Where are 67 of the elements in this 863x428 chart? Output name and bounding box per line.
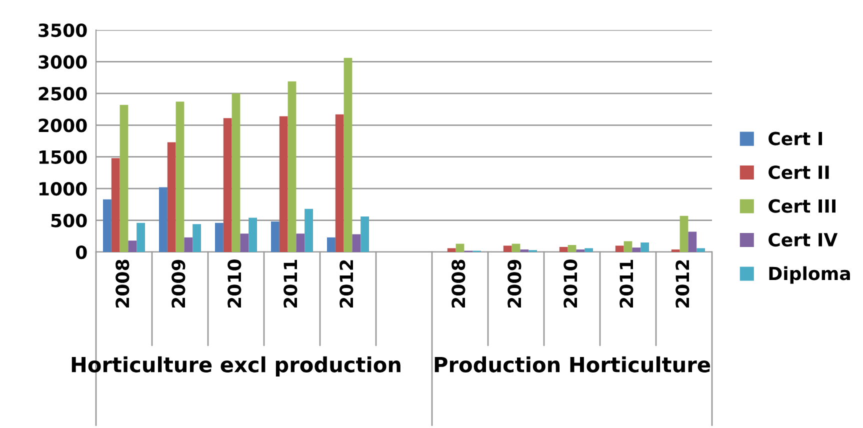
bar [296,234,305,252]
bar [671,249,680,252]
y-tick-label: 2500 [38,86,87,101]
bar [167,142,176,252]
bar [192,224,201,252]
bar [568,245,576,252]
bar [352,234,361,252]
bar [159,187,168,252]
bar [696,248,705,252]
bar [120,104,128,252]
bar [615,246,624,252]
bar [248,218,257,252]
bar [632,248,641,252]
legend-label: Cert III [768,199,836,213]
bar [232,93,240,252]
legend-label: Cert II [768,165,829,180]
y-tick-label: 1000 [39,182,87,196]
bar [288,81,296,252]
y-tick-label: 2000 [38,118,87,132]
x-tick-label: 2010 [228,260,242,308]
x-tick-label: 2011 [620,260,634,308]
text: Horticulture excl production [72,356,400,377]
bar [624,241,632,252]
x-tick-label: 2009 [172,260,186,308]
bar [128,240,137,252]
bar [576,249,585,252]
bar [327,237,336,252]
y-tick-label: 0 [76,245,87,260]
bar [512,244,520,252]
bar [271,222,280,252]
bar [503,246,512,252]
y-tick-label: 500 [51,214,87,228]
bar [223,118,232,252]
bar [447,248,456,252]
bar [520,249,529,252]
text: Production Horticulture [434,356,710,372]
bar [184,237,193,252]
x-tick-label: 2008 [116,260,130,308]
x-tick-label: 2012 [340,260,354,308]
bar [136,222,145,252]
legend-label: Cert IV [768,232,838,247]
bar [111,158,120,252]
bar [344,58,352,252]
y-tick-label: 3500 [38,23,87,38]
bar [584,248,593,252]
legend-label: Cert I [768,132,822,146]
x-tick-label: 2009 [508,260,522,308]
bar [559,246,568,252]
x-tick-label: 2011 [284,260,298,308]
bar [240,234,249,252]
x-tick-label: 2010 [564,260,578,308]
bar [456,244,464,252]
legend-label: Diploma [769,266,850,284]
bar [279,116,288,252]
bar [215,222,224,252]
x-tick-label: 2008 [452,260,466,308]
bar [680,216,688,252]
bar [360,216,369,252]
bar [640,242,649,252]
bar [176,102,184,252]
bar [335,114,344,252]
y-tick-label: 3000 [38,55,87,69]
x-tick-label: 2012 [676,260,690,308]
bar [103,199,112,252]
y-tick-label: 1500 [39,150,87,164]
bar [304,208,313,252]
bar [688,232,697,252]
